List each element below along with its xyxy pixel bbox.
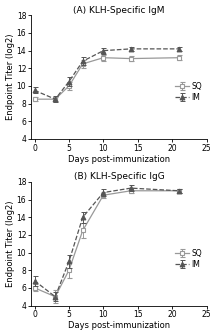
Y-axis label: Endpoint Titer (log2): Endpoint Titer (log2)	[6, 34, 15, 120]
Y-axis label: Endpoint Titer (log2): Endpoint Titer (log2)	[6, 201, 15, 287]
Title: (A) KLH-Specific IgM: (A) KLH-Specific IgM	[73, 6, 165, 14]
Legend: SQ, IM: SQ, IM	[175, 248, 203, 269]
X-axis label: Days post-immunization: Days post-immunization	[68, 155, 170, 164]
Legend: SQ, IM: SQ, IM	[175, 81, 203, 103]
Title: (B) KLH-Specific IgG: (B) KLH-Specific IgG	[74, 172, 164, 181]
X-axis label: Days post-immunization: Days post-immunization	[68, 322, 170, 330]
